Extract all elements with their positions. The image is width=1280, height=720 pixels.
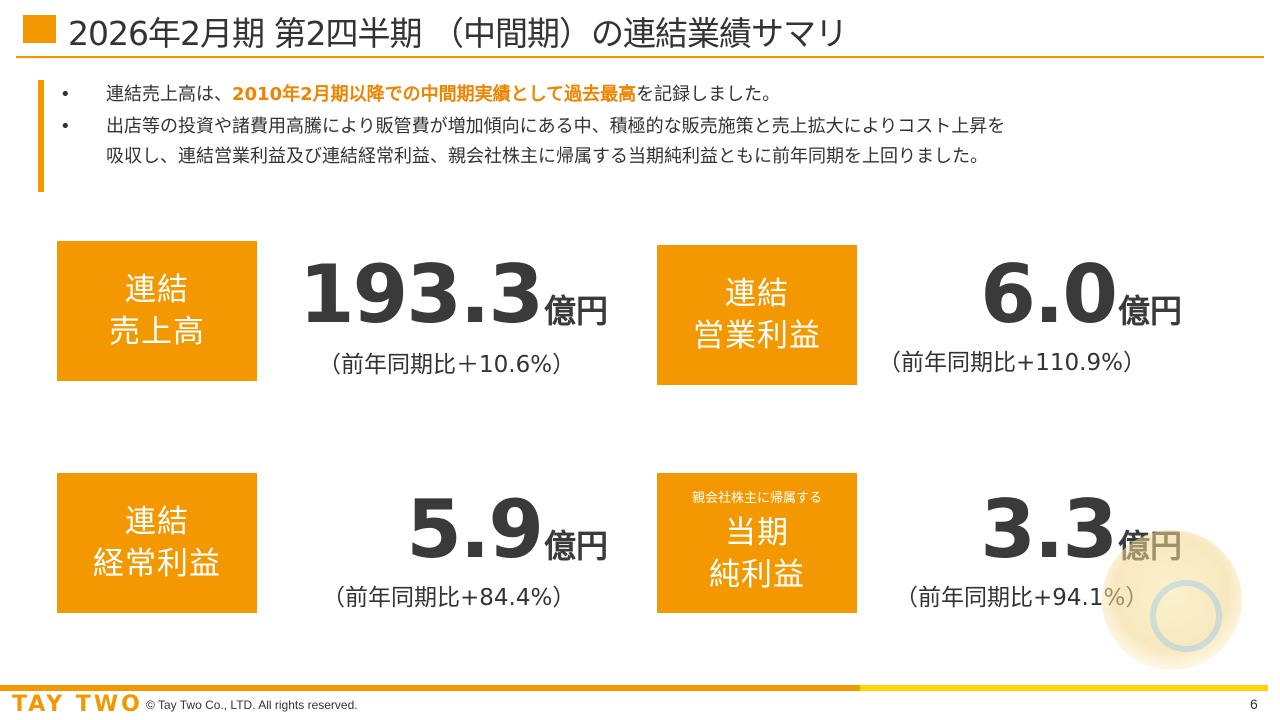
kpi-value-ordinary-profit: 5.9億円 [406,490,608,570]
kpi-label-box-sales: 連結 売上高 [57,241,257,381]
title-accent-square [23,15,56,43]
footer-bar-primary [0,685,860,691]
summary-bullet-1: • 連結売上高は、2010年2月期以降での中間期実績として過去最高を記録しました… [60,80,1220,110]
kpi-unit: 億円 [1117,292,1182,330]
bullet-highlight-text: 2010年2月期以降での中間期実績として過去最高 [232,84,637,105]
kpi-value-sales: 193.3億円 [299,255,608,335]
footer-bar-secondary [860,685,1268,691]
kpi-number: 3.3 [980,483,1118,576]
summary-bullets: • 連結売上高は、2010年2月期以降での中間期実績として過去最高を記録しました… [60,80,1220,172]
kpi-label-line-1: 連結 [725,276,789,312]
kpi-change-operating-profit: （前年同期比+110.9%） [878,350,1146,376]
kpi-label-line-2: 営業利益 [693,318,821,354]
kpi-number: 6.0 [980,248,1118,341]
bullet-marker: • [60,84,71,105]
kpi-number: 193.3 [298,248,544,341]
kpi-label-box-net-income: 親会社株主に帰属する 当期 純利益 [657,473,857,613]
title-divider [16,56,1264,58]
kpi-label-line-2: 純利益 [709,557,805,593]
kpi-label-line-1: 当期 [725,515,789,551]
kpi-label-line-1: 連結 [125,504,189,540]
kpi-value-operating-profit: 6.0億円 [980,255,1182,335]
bullet-text-line-2: 吸収し、連結営業利益及び連結経常利益、親会社株主に帰属する当期純利益ともに前年同… [106,146,988,167]
copyright-text: © Tay Two Co., LTD. All rights reserved. [146,698,358,712]
kpi-label-box-ordinary-profit: 連結 経常利益 [57,473,257,613]
kpi-label-line-1: 連結 [125,272,189,308]
summary-bullet-2: • 出店等の投資や諸費用高騰により販管費が増加傾向にある中、積極的な販売施策と売… [60,112,1220,172]
bullet-marker: • [60,116,71,137]
kpi-change-ordinary-profit: （前年同期比+84.4%） [322,585,576,611]
page-number: 6 [1250,696,1258,712]
bullet-text-after: を記録しました。 [636,84,781,105]
company-logo: TAY TWO [12,692,143,717]
summary-accent-bar [38,80,44,192]
mascot-ring-image [1150,580,1222,652]
kpi-label-box-operating-profit: 連結 営業利益 [657,245,857,385]
page-title: 2026年2月期 第2四半期 （中間期）の連結業績サマリ [68,14,848,53]
kpi-label-line-2: 売上高 [109,314,205,350]
kpi-label-line-2: 経常利益 [93,546,221,582]
kpi-number: 5.9 [406,483,544,576]
kpi-sublabel: 親会社株主に帰属する [691,491,822,506]
bullet-text-line-1: 出店等の投資や諸費用高騰により販管費が増加傾向にある中、積極的な販売施策と売上拡… [106,116,1006,137]
kpi-change-sales: （前年同期比＋10.6%） [318,352,576,378]
bullet-text-before: 連結売上高は、 [106,84,232,105]
kpi-unit: 億円 [543,292,608,330]
kpi-unit: 億円 [543,527,608,565]
